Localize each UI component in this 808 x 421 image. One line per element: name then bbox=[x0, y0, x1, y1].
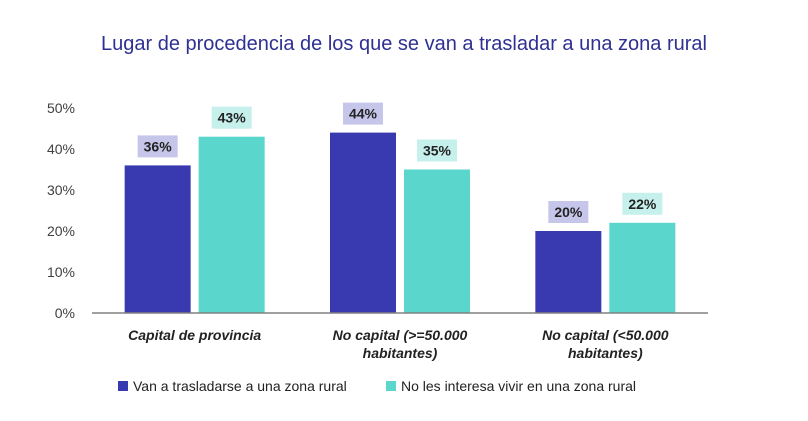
y-tick-label: 30% bbox=[47, 182, 75, 198]
data-label: 35% bbox=[423, 143, 452, 159]
y-tick-label: 20% bbox=[47, 223, 75, 239]
data-label: 43% bbox=[218, 110, 247, 126]
chart-title: Lugar de procedencia de los que se van a… bbox=[101, 33, 707, 55]
category-label: No capital (<50.000 habitantes) bbox=[542, 327, 669, 361]
legend-swatch bbox=[386, 381, 396, 391]
bar bbox=[404, 169, 470, 313]
legend-swatch bbox=[118, 381, 128, 391]
data-label-box bbox=[417, 139, 457, 162]
bar bbox=[198, 136, 265, 313]
y-tick-label: 10% bbox=[47, 264, 75, 280]
category-label: Capital de provincia bbox=[128, 327, 261, 343]
data-label: 22% bbox=[628, 196, 657, 212]
data-labels: 36% 43% 44% 35% 20% 22% bbox=[137, 102, 663, 223]
data-label-box bbox=[137, 135, 178, 158]
data-label-box bbox=[548, 201, 589, 223]
bar bbox=[535, 231, 602, 313]
category-label: No capital (>=50.000 habitantes) bbox=[333, 327, 468, 361]
y-tick-label: 50% bbox=[47, 100, 75, 116]
legend-label: No les interesa vivir en una zona rural bbox=[401, 378, 636, 394]
y-tick-label: 40% bbox=[47, 141, 75, 157]
y-axis-ticks: 0% 10% 20% 30% 40% 50% bbox=[47, 100, 75, 321]
legend: Van a trasladarse a una zona rural No les… bbox=[118, 378, 636, 394]
data-label-box bbox=[343, 102, 383, 125]
bars bbox=[124, 132, 676, 313]
data-label-box bbox=[211, 106, 252, 129]
data-label-box bbox=[622, 192, 663, 215]
data-label: 44% bbox=[349, 106, 378, 122]
legend-label: Van a trasladarse a una zona rural bbox=[133, 378, 347, 394]
data-label: 20% bbox=[554, 204, 583, 220]
bar bbox=[124, 165, 191, 313]
y-tick-label: 0% bbox=[55, 305, 75, 321]
bar bbox=[330, 132, 396, 313]
data-label: 36% bbox=[144, 138, 173, 154]
category-labels: Capital de provincia No capital (>=50.000… bbox=[128, 327, 669, 361]
bar bbox=[609, 222, 676, 313]
